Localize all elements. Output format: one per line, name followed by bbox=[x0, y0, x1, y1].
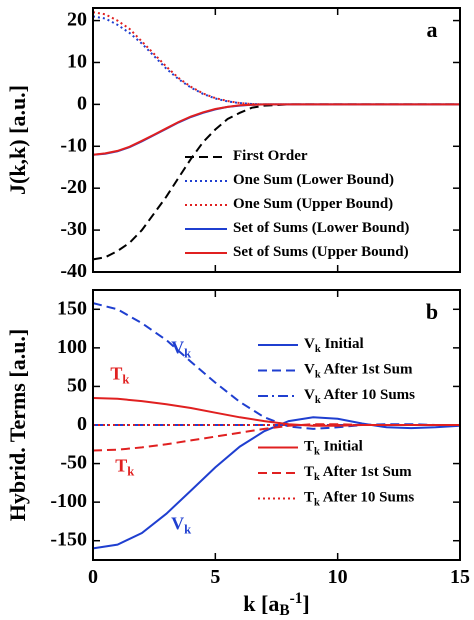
y-axis-label: Hybrid. Terms [a.u.] bbox=[5, 329, 30, 522]
annotation: Vk bbox=[171, 338, 191, 361]
y-tick-label: -10 bbox=[60, 134, 87, 156]
annotation: Vk bbox=[171, 513, 191, 536]
y-tick-label: 0 bbox=[77, 92, 87, 114]
plot-frame bbox=[92, 7, 461, 273]
series-line bbox=[92, 15, 460, 106]
x-axis-label: k [aB-1] bbox=[243, 590, 309, 619]
legend-label: Tk After 1st Sum bbox=[304, 464, 412, 483]
x-tick-label: 15 bbox=[450, 566, 470, 588]
y-tick-label: 0 bbox=[77, 413, 87, 435]
y-tick-label: 20 bbox=[67, 8, 87, 30]
y-axis-label: J(k,k) [a.u.] bbox=[5, 85, 30, 195]
series-line bbox=[92, 11, 460, 106]
legend-label: Tk After 10 Sums bbox=[304, 490, 414, 509]
y-tick-label: 100 bbox=[57, 335, 87, 357]
plot-frame bbox=[92, 289, 461, 561]
y-tick-label: -40 bbox=[60, 260, 87, 282]
series-line bbox=[92, 423, 460, 452]
y-tick-label: -100 bbox=[50, 490, 87, 512]
annotation: Tk bbox=[110, 364, 129, 387]
legend-label: Set of Sums (Lower Bound) bbox=[233, 220, 409, 236]
y-tick-label: -20 bbox=[60, 176, 87, 198]
legend-label: Set of Sums (Upper Bound) bbox=[233, 244, 409, 260]
legend-label: Vk After 1st Sum bbox=[304, 362, 413, 381]
series-line bbox=[92, 103, 460, 156]
legend-label: Vk After 10 Sums bbox=[304, 387, 415, 406]
y-tick-label: 150 bbox=[57, 297, 87, 319]
legend-label: Tk Initial bbox=[304, 439, 363, 458]
y-tick-label: -50 bbox=[60, 451, 87, 473]
annotation: Tk bbox=[115, 456, 134, 479]
legend-label: First Order bbox=[233, 148, 308, 164]
legend-label: One Sum (Lower Bound) bbox=[233, 172, 394, 188]
y-tick-label: -150 bbox=[50, 528, 87, 550]
y-tick-label: 10 bbox=[67, 50, 87, 72]
x-tick-label: 5 bbox=[210, 566, 220, 588]
series-line bbox=[92, 103, 460, 156]
series-line bbox=[92, 416, 461, 550]
panel-label: b bbox=[426, 299, 438, 324]
y-tick-label: -30 bbox=[60, 218, 87, 240]
x-tick-label: 0 bbox=[88, 566, 98, 588]
legend-label: One Sum (Upper Bound) bbox=[233, 196, 393, 212]
x-tick-label: 10 bbox=[328, 566, 348, 588]
y-tick-label: 50 bbox=[67, 374, 87, 396]
legend-label: Vk Initial bbox=[304, 336, 364, 355]
panel-label: a bbox=[427, 17, 438, 42]
